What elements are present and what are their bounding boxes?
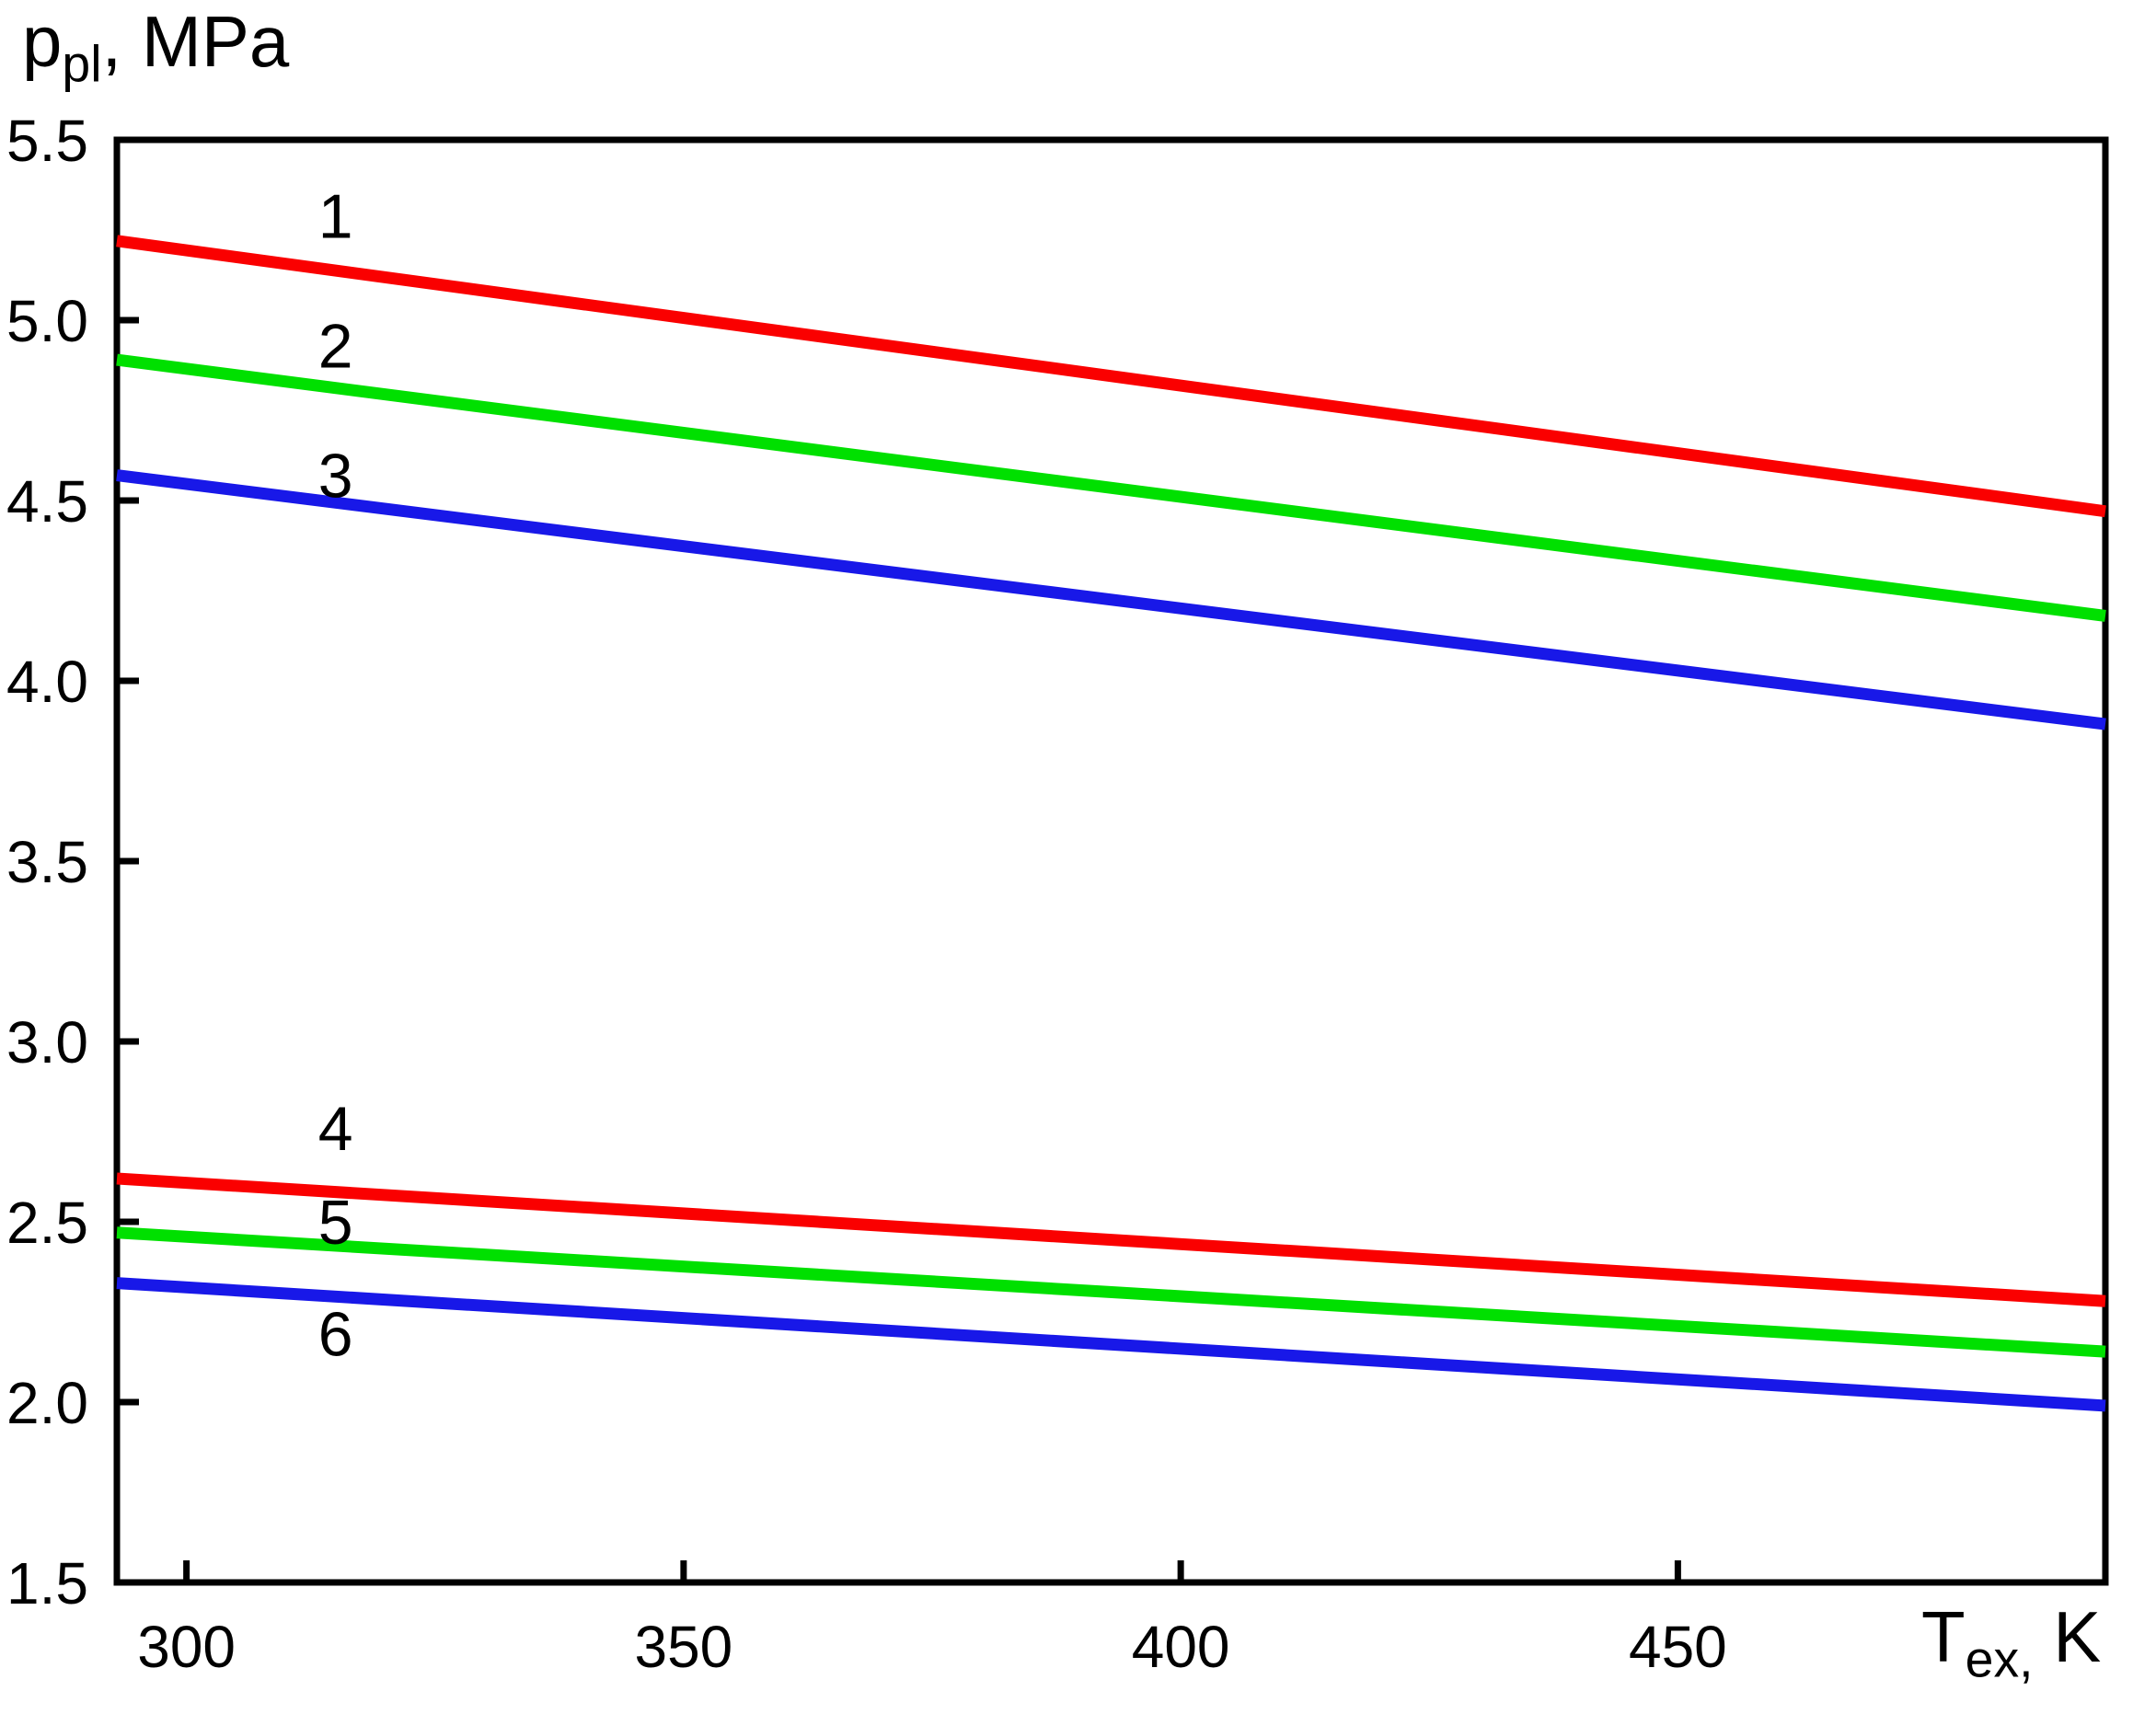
x-tick-label-450: 450 xyxy=(1629,1614,1727,1680)
y-axis-units: , MPa xyxy=(101,1,290,82)
curve-label-3: 3 xyxy=(318,442,353,512)
x-axis-symbol-subscript: ex, xyxy=(1965,1630,2034,1688)
curve-label-1: 1 xyxy=(318,181,353,251)
x-tick-label-400: 400 xyxy=(1132,1614,1230,1680)
curve-label-6: 6 xyxy=(318,1300,353,1370)
y-tick-label-1.5: 1.5 xyxy=(6,1550,88,1616)
x-axis-title: Tex, K xyxy=(1921,1601,2101,1685)
y-tick-label-3.5: 3.5 xyxy=(6,829,88,895)
series-line-5 xyxy=(116,1226,2106,1358)
y-tick-label-2.0: 2.0 xyxy=(6,1370,88,1436)
y-tick-label-3.0: 3.0 xyxy=(6,1009,88,1076)
y-tick-label-2.5: 2.5 xyxy=(6,1190,88,1256)
curve-label-4: 4 xyxy=(318,1094,353,1164)
series-line-1 xyxy=(116,235,2106,518)
plot-frame xyxy=(113,136,2109,1586)
y-tick-label-4.5: 4.5 xyxy=(6,468,88,535)
y-axis-symbol: p xyxy=(22,1,63,82)
curve-label-2: 2 xyxy=(318,311,353,381)
y-axis-title: ppl, MPa xyxy=(22,6,289,89)
series-line-6 xyxy=(116,1277,2106,1412)
series-line-2 xyxy=(116,353,2106,622)
curve-label-5: 5 xyxy=(318,1188,353,1258)
y-tick-label-5.0: 5.0 xyxy=(6,288,88,354)
y-tick-label-4.0: 4.0 xyxy=(6,649,88,715)
x-tick-label-350: 350 xyxy=(634,1614,732,1680)
series-line-3 xyxy=(116,469,2106,730)
x-axis-symbol: T xyxy=(1921,1596,1966,1677)
series-line-4 xyxy=(116,1172,2106,1307)
x-tick-label-300: 300 xyxy=(137,1614,236,1680)
y-tick-label-5.5: 5.5 xyxy=(6,108,88,174)
x-axis-units: K xyxy=(2033,1596,2102,1677)
y-axis-symbol-subscript: pl xyxy=(62,35,102,93)
